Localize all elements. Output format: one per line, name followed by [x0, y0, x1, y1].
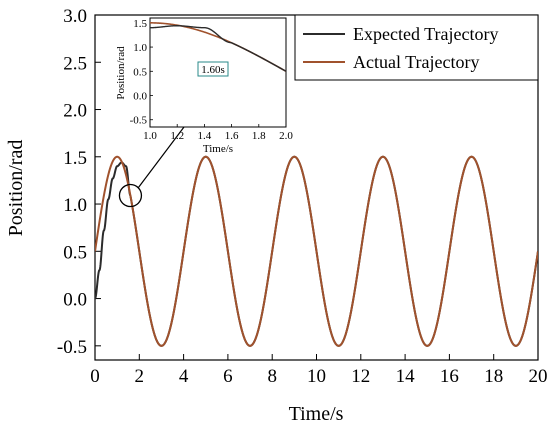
- legend-box: [294, 14, 539, 81]
- y-tick-label: 0.0: [63, 290, 87, 311]
- x-tick-label: 0: [90, 366, 100, 387]
- inset-y-tick-label: 1.0: [133, 42, 147, 54]
- inset-annotation-label: 1.60s: [201, 64, 225, 76]
- inset-series-group: [150, 22, 286, 72]
- y-tick-label: 2.0: [63, 101, 87, 122]
- inset-y-tick-label: 0.5: [133, 66, 147, 78]
- main-x-axis-label: Time/s: [289, 403, 344, 425]
- legend-label-actual: Actual Trajectory: [353, 52, 479, 72]
- inset-chart: 1.0 1.2 1.4 1.6 1.8 2.0 -0.5 0.0 0.5 1.0 1.5 1.60s…: [115, 17, 294, 155]
- callout-circle: [118, 183, 143, 208]
- y-tick-label: 1.0: [63, 195, 87, 216]
- inset-y-tick-label: 0.0: [133, 91, 147, 103]
- inset-x-tick-label: 1.2: [170, 130, 184, 142]
- y-tick-label: 0.5: [63, 242, 87, 263]
- inset-y-axis-label: Position/rad: [115, 46, 127, 100]
- y-tick-label: 1.5: [63, 148, 87, 169]
- inset-x-tick-label: 1.0: [143, 130, 157, 142]
- x-tick-label: 20: [529, 366, 548, 387]
- inset-x-tick-label: 1.4: [198, 130, 212, 142]
- x-tick-label: 4: [179, 366, 189, 387]
- main-series-group: [95, 155, 538, 347]
- callout-connector: [137, 126, 185, 188]
- inset-line-expected: [150, 25, 286, 72]
- main-axis-ticks: 0 2 4 6 8 10 12 14 16 18 20 -0.5 0.0 0.5 1.0 1.5 2.0 2.5 3…: [57, 6, 548, 387]
- inset-x-axis-label: Time/s: [203, 143, 233, 155]
- legend: Expected Trajectory Actual Trajectory: [294, 14, 539, 81]
- y-tick-label: 2.5: [63, 53, 87, 74]
- y-tick-label: -0.5: [57, 337, 87, 358]
- x-tick-label: 8: [267, 366, 277, 387]
- x-tick-label: 16: [440, 366, 459, 387]
- inset-x-tick-label: 2.0: [279, 130, 293, 142]
- inset-annotation-box: [197, 61, 229, 77]
- legend-label-expected: Expected Trajectory: [353, 24, 498, 44]
- x-tick-label: 18: [484, 366, 503, 387]
- zoom-callout: [118, 126, 185, 208]
- inset-x-tick-label: 1.6: [225, 130, 239, 142]
- series-line-actual: [95, 155, 538, 347]
- inset-y-tick-label: 1.5: [133, 18, 147, 30]
- y-tick-label: 3.0: [63, 6, 87, 27]
- inset-x-tick-label: 1.8: [252, 130, 266, 142]
- inset-y-tick-label: -0.5: [130, 115, 148, 127]
- x-tick-label: 12: [351, 366, 370, 387]
- x-tick-label: 2: [135, 366, 145, 387]
- inset-axis-ticks: 1.0 1.2 1.4 1.6 1.8 2.0 -0.5 0.0 0.5 1.0 1.5: [130, 18, 294, 142]
- x-tick-label: 6: [223, 366, 233, 387]
- x-tick-label: 14: [396, 366, 416, 387]
- x-tick-label: 10: [307, 366, 326, 387]
- main-y-axis-label: Position/rad: [5, 140, 27, 237]
